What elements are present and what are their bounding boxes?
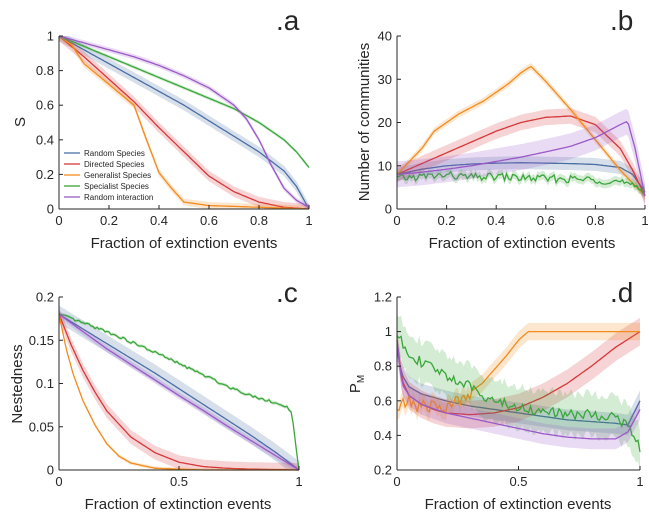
svg-text:PM: PM: [347, 375, 367, 393]
panel-c-ytick-label: 0: [47, 463, 54, 478]
panel-a-xtick-label: 0.4: [150, 213, 168, 228]
panel-b-series: [397, 63, 645, 209]
legend-label: Random Species: [84, 149, 145, 158]
panel-d-ytick-label: 0.6: [374, 393, 392, 408]
panel-c-letter: .c: [276, 277, 298, 308]
panel-a-xtick-label: 0.8: [250, 213, 268, 228]
panel-b-xtick-label: 0.4: [487, 213, 505, 228]
panel-d-ytick-label: 0.8: [374, 359, 392, 374]
panel-a-letter: .a: [276, 5, 300, 36]
panel-b-xtick-label: 0: [393, 213, 400, 228]
panel-b-ytick-label: 40: [378, 29, 392, 44]
panel-c: 0 0.5 1 0 0.05 0.1 0.15 0.2 .c Fraction of exti…: [9, 277, 303, 513]
panel-a-ylabel: S: [12, 117, 29, 127]
panel-a-xlabel: Fraction of extinction events: [91, 235, 278, 252]
panel-d: 0 0.5 1 0.2 0.4 0.6 0.8 1 1.2 .d Fraction of ext…: [347, 277, 644, 513]
panel-c-xtick-label: 0: [55, 474, 62, 489]
panel-c-xtick-label: 0.5: [170, 474, 188, 489]
panel-b-xtick-label: 0.2: [438, 213, 456, 228]
panel-a-ytick-label: 0.4: [36, 132, 54, 147]
panel-b-ylabel: Number of communities: [356, 43, 373, 201]
panel-a-axes: 0 0.2 0.4 0.6 0.8 1 0 0.2 0.4 0.6 0.8 1: [36, 29, 313, 229]
panel-d-ytick-label: 1: [385, 324, 392, 339]
panel-a-xtick-label: 0.6: [200, 213, 218, 228]
panel-c-xtick-label: 1: [295, 474, 302, 489]
panel-b-ytick-label: 20: [378, 115, 392, 130]
panel-b-letter: .b: [610, 5, 633, 36]
panel-d-ylabel-main: P: [347, 383, 364, 393]
panel-a-xtick-label: 1: [305, 213, 312, 228]
panel-d-xtick-label: 0.5: [509, 474, 527, 489]
panel-d-series: [397, 315, 640, 470]
panel-a-ytick-label: 0.6: [36, 98, 54, 113]
legend-label: Directed Species: [84, 160, 144, 169]
panel-b-xtick-label: 1: [641, 213, 648, 228]
panel-c-ytick-label: 0.2: [36, 290, 54, 305]
panel-a: 0 0.2 0.4 0.6 0.8 1 0 0.2 0.4 0.6 0.8 1 .a Fraction…: [12, 5, 313, 252]
legend-label: Generalist Species: [84, 171, 151, 180]
panel-b-ytick-label: 0: [385, 202, 392, 217]
panel-b-ytick-label: 30: [378, 72, 392, 87]
panel-d-letter: .d: [610, 277, 633, 308]
panel-b-xtick-label: 0.8: [586, 213, 604, 228]
panel-a-xtick-label: 0.2: [100, 213, 118, 228]
legend-label: Specialist Species: [84, 182, 149, 191]
panel-b-ytick-label: 10: [378, 158, 392, 173]
panel-c-xlabel: Fraction of extinction events: [85, 496, 272, 513]
panel-c-series: [59, 306, 299, 470]
panel-d-ytick-label: 1.2: [374, 290, 392, 305]
panel-b-xtick-label: 0.6: [537, 213, 555, 228]
panel-b-xlabel: Fraction of extinction events: [429, 235, 616, 252]
panel-d-ytick-label: 0.4: [374, 428, 392, 443]
panel-d-xlabel: Fraction of extinction events: [425, 496, 612, 513]
legend-label: Random interaction: [84, 193, 153, 202]
panel-c-ytick-label: 0.1: [36, 376, 54, 391]
panel-a-xtick-label: 0: [55, 213, 62, 228]
panel-d-ytick-label: 0.2: [374, 463, 392, 478]
panel-a-ytick-label: 0: [47, 202, 54, 217]
panel-c-ytick-label: 0.05: [29, 419, 54, 434]
panel-a-ytick-label: 0.8: [36, 63, 54, 78]
panel-c-ytick-label: 0.15: [29, 333, 54, 348]
panel-d-xtick-label: 0: [393, 474, 400, 489]
panel-a-legend: Random Species Directed Species Generalist…: [64, 149, 153, 202]
panel-c-ylabel: Nestedness: [9, 344, 26, 423]
panel-a-ytick-label: 0.2: [36, 167, 54, 182]
panel-d-ylabel-sub: M: [356, 375, 367, 383]
panel-d-xtick-label: 1: [636, 474, 643, 489]
panel-d-ylabel: PM: [347, 375, 367, 393]
panel-a-ytick-label: 1: [47, 29, 54, 44]
